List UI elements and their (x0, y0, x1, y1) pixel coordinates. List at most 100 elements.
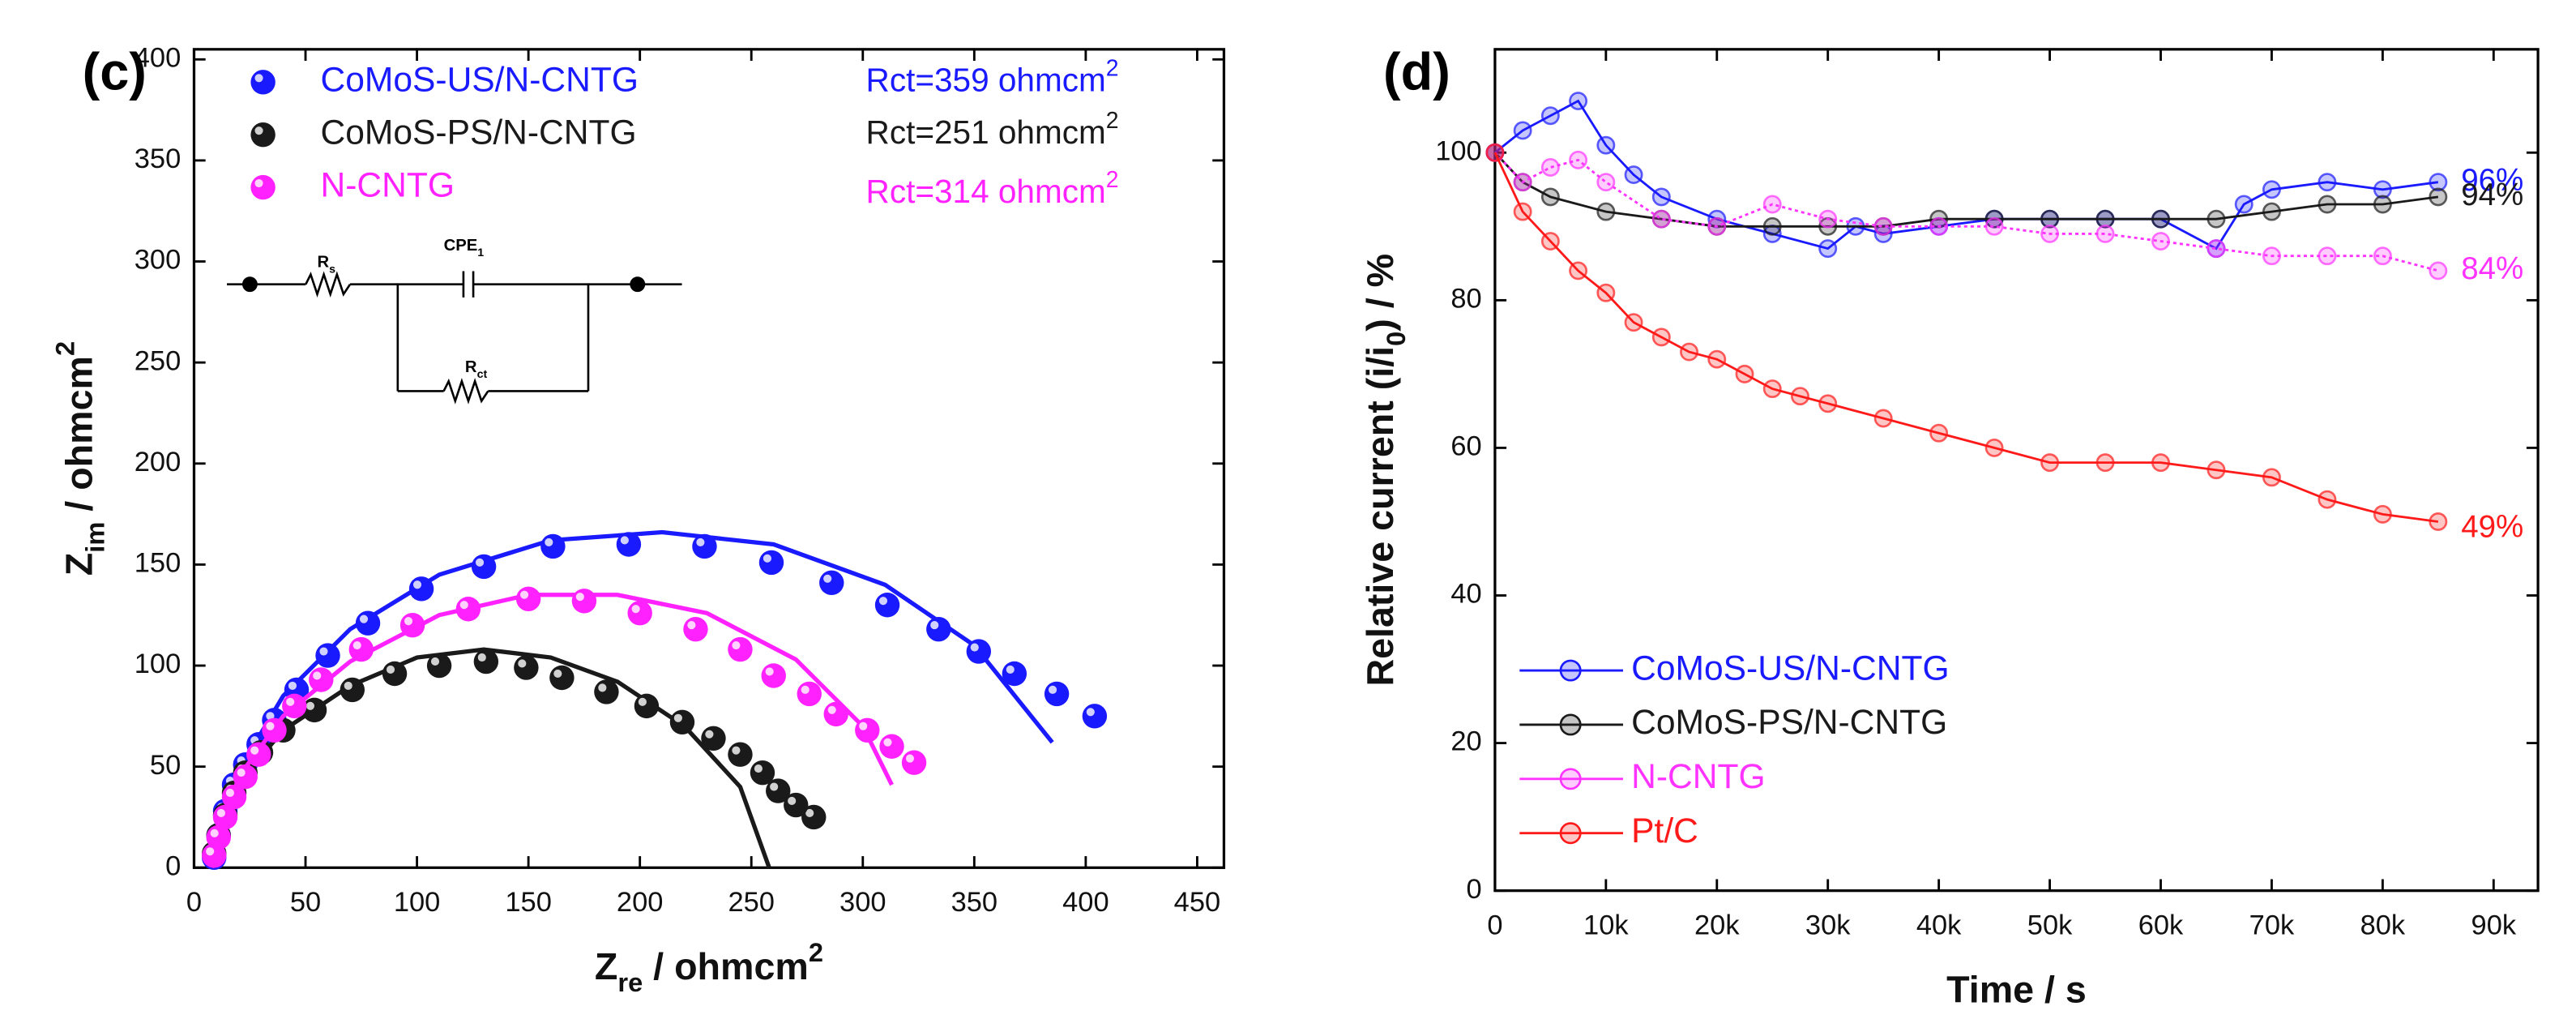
highlight (386, 665, 395, 674)
label-part: R (318, 254, 330, 272)
data-point (627, 601, 652, 626)
data-point (2095, 209, 2115, 229)
data-point (2318, 173, 2337, 192)
legend-marker (250, 174, 276, 200)
y-tick-label: 50 (150, 750, 181, 781)
highlight (250, 746, 259, 755)
highlight (687, 621, 696, 630)
data-point (2206, 209, 2226, 229)
data-point (571, 589, 597, 614)
y-tick-label: 250 (135, 345, 181, 376)
label-sub: ct (477, 368, 488, 381)
data-point (471, 554, 497, 580)
data-point (1540, 187, 1560, 207)
data-point (966, 639, 992, 664)
data-point (426, 653, 452, 679)
legend-marker (1559, 768, 1582, 790)
data-point (901, 750, 927, 775)
circuit-label: Rs (318, 254, 336, 276)
highlight (805, 808, 814, 817)
circuit-label: Rct (465, 358, 488, 380)
data-point (1569, 261, 1588, 280)
data-point (797, 681, 822, 707)
y-tick-label: 80 (1450, 283, 1481, 314)
legend-label: N-CNTG (321, 165, 455, 204)
x-tick-label: 200 (617, 887, 663, 918)
data-point (855, 717, 880, 743)
data-point (1818, 239, 1838, 259)
x-tick-label: 250 (728, 887, 774, 918)
data-point (340, 677, 365, 703)
y-tick-label: 0 (1467, 874, 1482, 905)
y-tick-label: 200 (135, 447, 181, 477)
highlight (225, 788, 234, 798)
highlight (1086, 708, 1095, 717)
data-point (1818, 394, 1838, 413)
data-point (1873, 409, 1893, 428)
data-point (1762, 216, 1782, 236)
highlight (754, 764, 763, 773)
label-sup: 2 (1106, 167, 1119, 193)
data-point (549, 665, 575, 691)
data-point (514, 655, 539, 680)
data-point (1651, 209, 1671, 229)
end-label: 94% (2461, 178, 2523, 212)
highlight (216, 808, 225, 817)
panel-label: (c) (83, 41, 147, 101)
highlight (553, 669, 562, 678)
data-point (1513, 202, 1532, 221)
data-point (1707, 349, 1727, 369)
data-point (246, 742, 271, 767)
x-tick-label: 20k (1694, 910, 1740, 940)
data-point (2429, 173, 2448, 192)
data-point (761, 663, 786, 688)
data-point (2262, 180, 2281, 199)
y-tick-label: 100 (1435, 135, 1481, 166)
y-tick-label: 20 (1450, 726, 1481, 757)
data-point (1540, 106, 1560, 126)
data-point (1513, 173, 1532, 192)
y-tick-label: 60 (1450, 431, 1481, 462)
label-part: Rct=359 ohmcm (866, 61, 1106, 98)
data-point (2151, 453, 2170, 473)
legend-label: N-CNTG (1631, 757, 1765, 796)
label-part: Time / s (1946, 969, 2087, 1011)
highlight (930, 621, 939, 630)
data-point (874, 593, 900, 618)
legend-label: CoMoS-US/N-CNTG (1631, 649, 1949, 687)
data-point (2095, 224, 2115, 243)
annotation: Rct=314 ohmcm2 (866, 167, 1119, 210)
highlight (477, 653, 486, 662)
data-point (262, 717, 287, 743)
highlight (673, 713, 682, 722)
data-point (1762, 379, 1782, 399)
data-point (701, 726, 726, 751)
data-point (408, 576, 434, 602)
data-point (202, 843, 227, 868)
y-tick-label: 100 (135, 649, 181, 679)
highlight (859, 722, 868, 730)
highlight (732, 746, 741, 755)
y-tick-label: 40 (1450, 579, 1481, 610)
data-point (634, 693, 660, 719)
highlight (970, 643, 979, 652)
label-sup: 2 (1106, 55, 1119, 81)
data-point (2234, 195, 2253, 214)
data-point (2318, 195, 2337, 214)
data-point (823, 701, 848, 727)
data-point (2429, 261, 2448, 280)
data-point (1929, 216, 1949, 236)
highlight (254, 178, 263, 188)
data-point (2151, 209, 2170, 229)
data-point (2095, 453, 2115, 473)
data-point (728, 636, 753, 662)
y-tick-label: 350 (135, 143, 181, 174)
data-point (2206, 239, 2226, 259)
x-tick-label: 10k (1583, 910, 1629, 940)
fit-line (209, 529, 1054, 868)
legend-label: CoMoS-PS/N-CNTG (1631, 703, 1947, 742)
annotation: Rct=251 ohmcm2 (866, 108, 1119, 151)
data-point (2206, 460, 2226, 480)
label-part: Rct=251 ohmcm (866, 113, 1106, 151)
